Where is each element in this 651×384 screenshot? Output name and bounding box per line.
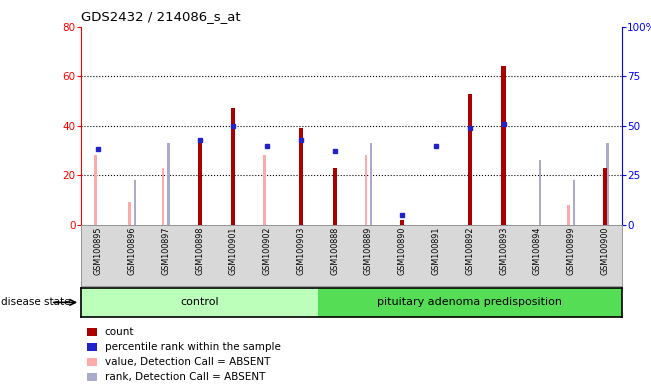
Bar	[603, 168, 607, 225]
Text: GSM100903: GSM100903	[296, 227, 305, 275]
Text: pituitary adenoma predisposition: pituitary adenoma predisposition	[377, 297, 562, 308]
Text: GSM100901: GSM100901	[229, 227, 238, 275]
Bar	[539, 161, 541, 225]
Text: GSM100891: GSM100891	[432, 227, 441, 275]
Text: count: count	[105, 327, 134, 337]
Text: GSM100892: GSM100892	[465, 227, 474, 275]
Bar	[87, 343, 96, 351]
Bar	[81, 288, 318, 317]
Text: GSM100896: GSM100896	[128, 227, 137, 275]
Bar	[318, 288, 622, 317]
Bar	[567, 205, 570, 225]
Bar	[197, 141, 202, 225]
Text: GSM100897: GSM100897	[161, 227, 171, 275]
Text: disease state: disease state	[1, 297, 71, 308]
Text: percentile rank within the sample: percentile rank within the sample	[105, 342, 281, 352]
Bar	[133, 180, 136, 225]
Bar	[128, 202, 130, 225]
Bar	[231, 108, 236, 225]
Bar	[333, 168, 337, 225]
Bar	[365, 156, 367, 225]
Text: GSM100890: GSM100890	[398, 227, 407, 275]
Bar	[162, 168, 164, 225]
Text: GSM100888: GSM100888	[330, 227, 339, 275]
Bar	[400, 220, 404, 225]
Text: GSM100895: GSM100895	[94, 227, 103, 275]
Bar	[167, 143, 170, 225]
Text: GSM100900: GSM100900	[600, 227, 609, 275]
Text: GSM100899: GSM100899	[566, 227, 575, 275]
Text: control: control	[180, 297, 219, 308]
Text: value, Detection Call = ABSENT: value, Detection Call = ABSENT	[105, 357, 270, 367]
Bar	[299, 128, 303, 225]
Bar	[370, 143, 372, 225]
Text: GDS2432 / 214086_s_at: GDS2432 / 214086_s_at	[81, 10, 241, 23]
Bar	[87, 328, 96, 336]
Bar	[94, 156, 97, 225]
Text: GSM100889: GSM100889	[364, 227, 373, 275]
Text: GSM100894: GSM100894	[533, 227, 542, 275]
Bar	[87, 358, 96, 366]
Bar	[467, 94, 472, 225]
Bar	[606, 143, 609, 225]
Bar	[573, 180, 575, 225]
Bar	[263, 156, 266, 225]
Text: GSM100898: GSM100898	[195, 227, 204, 275]
Bar	[87, 372, 96, 381]
Text: GSM100902: GSM100902	[262, 227, 271, 275]
Text: rank, Detection Call = ABSENT: rank, Detection Call = ABSENT	[105, 372, 265, 382]
Bar	[501, 66, 506, 225]
Text: GSM100893: GSM100893	[499, 227, 508, 275]
